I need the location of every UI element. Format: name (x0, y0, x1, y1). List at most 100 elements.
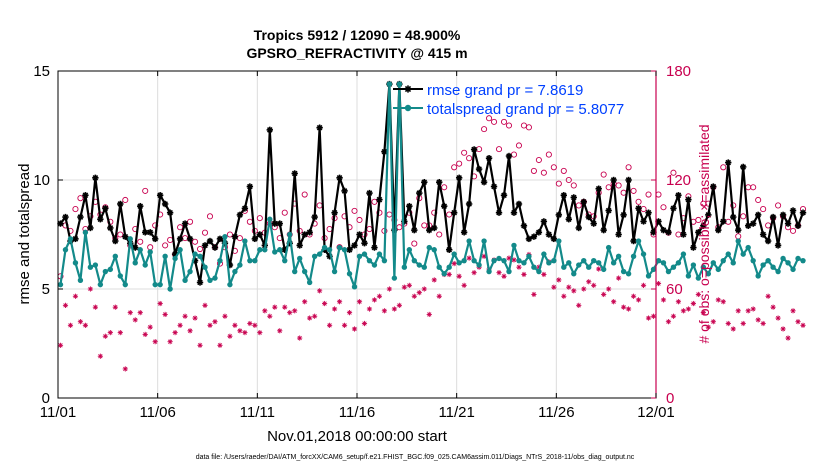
obs-assimilated-point (376, 293, 383, 299)
spread-point (152, 281, 158, 288)
rmse-point (445, 246, 453, 253)
obs-assimilated-point (680, 308, 687, 314)
spread-point (57, 281, 64, 288)
rmse-point (754, 211, 762, 219)
spread-point (172, 255, 178, 262)
obs-possible-point (600, 171, 607, 178)
spread-point (471, 257, 477, 264)
rmse-point (301, 231, 308, 238)
obs-assimilated-point (501, 273, 507, 279)
spread-point (800, 257, 806, 264)
obs-assimilated-point (421, 286, 427, 292)
obs-possible-point (530, 167, 537, 174)
spread-point (591, 257, 597, 264)
spread-point (770, 264, 776, 270)
rmse-point (715, 226, 722, 234)
obs-assimilated-point (581, 286, 587, 292)
obs-assimilated-point (780, 326, 786, 332)
obs-assimilated-point (197, 342, 203, 348)
spread-point (416, 262, 422, 268)
obs-assimilated-point (690, 300, 696, 307)
spread-point (630, 253, 637, 259)
x-tick-label: 11/21 (438, 404, 474, 421)
spread-point (192, 251, 198, 257)
obs-assimilated-point (591, 282, 597, 288)
obs-assimilated-point (800, 322, 806, 328)
rmse-point (201, 242, 209, 249)
spread-point (97, 281, 104, 288)
spread-point (571, 271, 577, 277)
rmse-point (565, 216, 572, 223)
y-left-tick-label: 5 (42, 281, 50, 298)
obs-possible-point (515, 142, 523, 149)
spread-point (586, 264, 592, 270)
rmse-point (57, 220, 64, 227)
obs-assimilated-point (366, 306, 373, 312)
spread-point (346, 271, 353, 277)
obs-possible-point (77, 195, 84, 202)
spread-point (212, 275, 218, 281)
obs-assimilated-point (770, 304, 776, 310)
spread-point (62, 247, 69, 253)
obs-assimilated-point (351, 326, 358, 332)
rmse-point (570, 194, 577, 201)
rmse-point (112, 237, 119, 245)
spread-point (262, 247, 268, 253)
obs-assimilated-point (561, 293, 567, 299)
rmse-point (700, 222, 707, 229)
spread-point (491, 257, 497, 264)
y-left-tick-label: 10 (33, 172, 50, 189)
obs-assimilated-point (177, 322, 183, 328)
obs-assimilated-point (616, 275, 622, 281)
rmse-point (690, 244, 697, 251)
rmse-point (650, 229, 657, 236)
obs-assimilated-point (247, 320, 253, 327)
rmse-point (411, 226, 418, 234)
rmse-point (336, 174, 343, 182)
spread-point (396, 81, 403, 87)
spread-point (122, 281, 128, 288)
spread-point (386, 81, 393, 87)
obs-assimilated-point (282, 304, 288, 310)
rmse-point (196, 279, 204, 286)
spread-point (625, 271, 632, 277)
spread-point (760, 262, 766, 268)
obs-assimilated-point (112, 304, 118, 310)
spread-point (516, 257, 522, 264)
obs-possible-point (122, 196, 129, 204)
obs-assimilated-point (715, 297, 721, 303)
spread-point (615, 253, 622, 259)
y-left-tick-label: 15 (33, 63, 50, 80)
spread-point (506, 268, 512, 275)
spread-point (735, 238, 741, 244)
obs-possible-point (760, 206, 767, 213)
legend-spread-marker (404, 104, 412, 112)
obs-possible-point (436, 231, 443, 238)
rmse-point (241, 205, 249, 212)
spread-point (551, 257, 557, 264)
spread-point (242, 238, 248, 244)
rmse-point (585, 213, 592, 221)
obs-possible-point (461, 149, 468, 156)
spread-point (341, 247, 348, 253)
obs-assimilated-point (566, 284, 572, 290)
spread-point (780, 255, 786, 262)
obs-assimilated-point (257, 330, 263, 336)
rmse-point (769, 213, 777, 221)
rmse-point (520, 222, 528, 229)
spread-point (366, 257, 373, 264)
rmse-point (87, 224, 94, 232)
rmse-point (366, 189, 373, 197)
rmse-point (720, 218, 727, 225)
spread-point (371, 262, 378, 268)
obs-assimilated-point (322, 300, 328, 307)
rmse-point (695, 229, 702, 236)
rmse-point (331, 209, 338, 216)
spread-point (351, 284, 358, 290)
obs-assimilated-point (137, 310, 143, 316)
rmse-point (555, 211, 563, 219)
rmse-point (186, 235, 194, 243)
legend-spread-label: totalspread grand pr = 5.8077 (427, 101, 624, 118)
obs-assimilated-point (740, 320, 746, 327)
